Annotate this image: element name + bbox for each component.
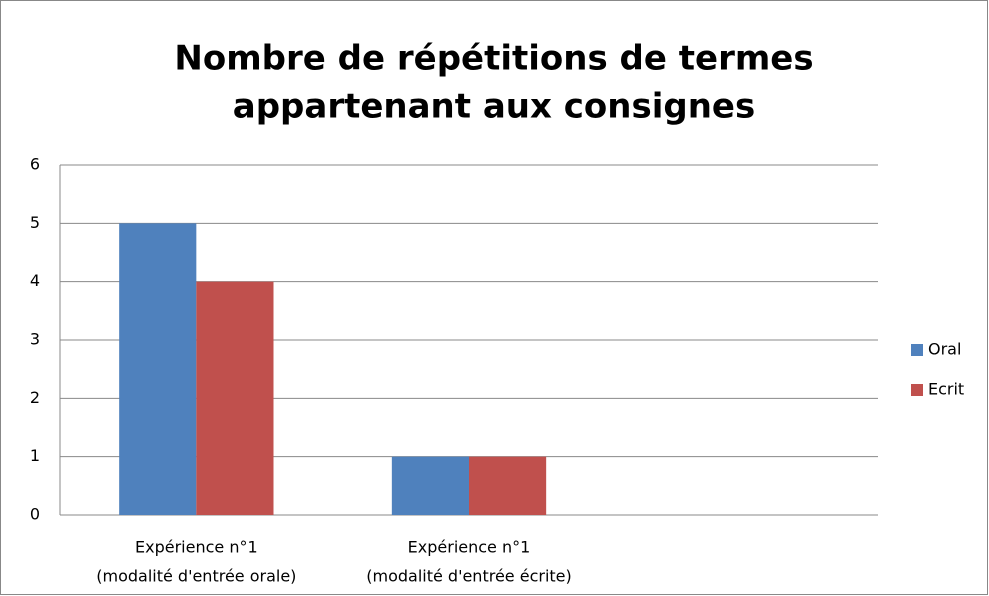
chart-title: Nombre de répétitions de termes bbox=[174, 39, 813, 79]
chart-title: appartenant aux consignes bbox=[233, 87, 755, 127]
bar bbox=[196, 281, 274, 515]
y-tick-label: 0 bbox=[30, 505, 40, 524]
legend-swatch bbox=[911, 344, 923, 356]
y-tick-label: 6 bbox=[30, 155, 40, 174]
y-tick-label: 3 bbox=[30, 330, 40, 349]
x-tick-label: Expérience n°1 bbox=[408, 538, 531, 557]
bar bbox=[119, 223, 197, 516]
bar bbox=[469, 456, 547, 515]
y-tick-label: 1 bbox=[30, 446, 40, 465]
legend-label: Ecrit bbox=[928, 380, 964, 399]
legend-label: Oral bbox=[928, 340, 961, 359]
y-tick-label: 2 bbox=[30, 388, 40, 407]
legend-swatch bbox=[911, 384, 923, 396]
bar bbox=[391, 456, 469, 515]
x-tick-label: Expérience n°1 bbox=[135, 538, 258, 557]
y-tick-label: 4 bbox=[30, 271, 40, 290]
x-tick-label: (modalité d'entrée écrite) bbox=[366, 567, 572, 586]
x-tick-label: (modalité d'entrée orale) bbox=[96, 567, 296, 586]
y-tick-label: 5 bbox=[30, 213, 40, 232]
